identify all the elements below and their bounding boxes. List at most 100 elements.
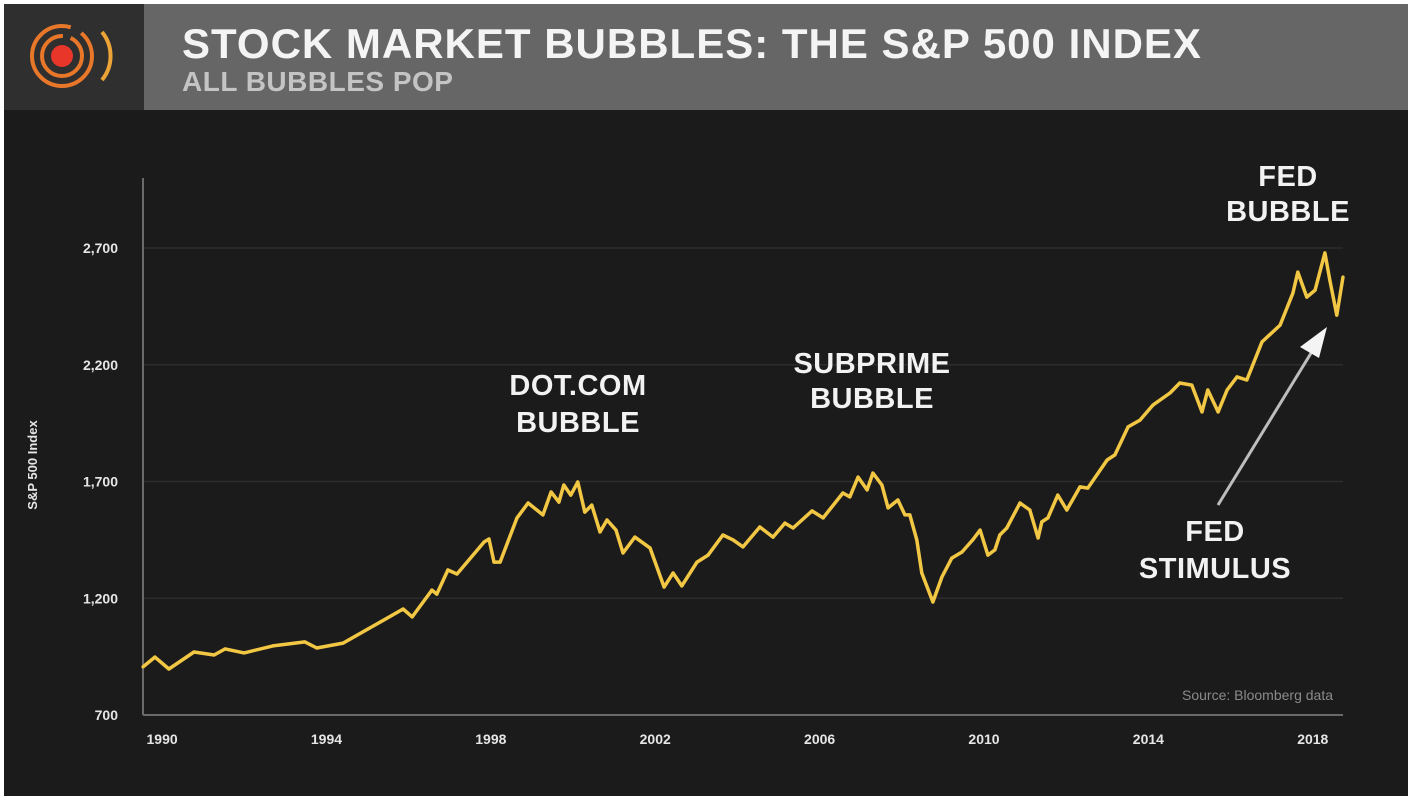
data-point: [671, 571, 675, 575]
data-point: [153, 655, 157, 659]
data-point: [1040, 520, 1044, 524]
data-point: [856, 475, 860, 479]
data-point: [435, 592, 439, 596]
data-point: [212, 653, 216, 657]
x-tick-label: 2014: [1133, 731, 1164, 747]
data-point: [978, 528, 982, 532]
data-point: [1216, 410, 1220, 414]
data-point: [1190, 383, 1194, 387]
data-point: [242, 651, 246, 655]
data-point: [315, 646, 319, 650]
annotation-dotcom-line1: DOT.COM: [509, 370, 646, 402]
annotation-subprime-line2: BUBBLE: [810, 383, 934, 415]
data-point: [848, 495, 852, 499]
x-tick-label: 1994: [311, 731, 342, 747]
data-point: [410, 615, 414, 619]
data-point: [167, 667, 171, 671]
data-point: [1206, 388, 1210, 392]
data-point: [1078, 485, 1082, 489]
data-point: [1291, 291, 1295, 295]
y-tick-label: 1,700: [83, 474, 118, 490]
data-point: [1225, 388, 1229, 392]
x-tick-label: 2018: [1297, 731, 1328, 747]
data-point: [810, 509, 814, 513]
data-point: [993, 548, 997, 552]
data-point: [940, 575, 944, 579]
y-axis-label: S&P 500 Index: [25, 420, 40, 510]
data-point: [141, 665, 145, 669]
data-point: [1113, 453, 1117, 457]
data-point: [1178, 381, 1182, 385]
data-point: [1323, 251, 1327, 255]
data-point: [706, 553, 710, 557]
data-point: [1105, 458, 1109, 462]
data-point: [562, 483, 566, 487]
series-line-sp500: [141, 251, 1345, 671]
data-point: [341, 641, 345, 645]
data-point: [695, 560, 699, 564]
data-point: [487, 537, 491, 541]
data-point: [455, 572, 459, 576]
annotation-dotcom-line2: BUBBLE: [516, 407, 640, 439]
data-point: [903, 513, 907, 517]
data-point: [960, 550, 964, 554]
data-point: [1086, 486, 1090, 490]
data-point: [880, 483, 884, 487]
arrow-icon: [1216, 327, 1327, 506]
data-point: [1018, 501, 1022, 505]
data-point: [1151, 403, 1155, 407]
data-point: [741, 545, 745, 549]
data-point: [886, 506, 890, 510]
annotation-subprime-line1: SUBPRIME: [793, 348, 950, 380]
data-point: [583, 510, 587, 514]
data-point: [648, 546, 652, 550]
data-point: [731, 538, 735, 542]
data-point: [1245, 378, 1249, 382]
source-note: Source: Bloomberg data: [1182, 687, 1333, 703]
data-point: [303, 640, 307, 644]
data-point: [271, 644, 275, 648]
data-point: [721, 533, 725, 537]
data-point: [971, 538, 975, 542]
y-tick-label: 1,200: [83, 590, 118, 606]
chart-frame: STOCK MARKET BUBBLES: THE S&P 500 INDEX …: [4, 4, 1408, 796]
annotation-fed-stimulus-line2: STIMULUS: [1139, 553, 1291, 585]
x-tick-label: 1998: [475, 731, 506, 747]
data-point: [590, 503, 594, 507]
data-point: [633, 535, 637, 539]
data-point: [758, 525, 762, 529]
data-point: [931, 600, 935, 604]
data-point: [920, 571, 924, 575]
data-point: [223, 647, 227, 651]
data-point: [598, 530, 602, 534]
annotation-fed-bubble-line2: BUBBLE: [1226, 196, 1350, 228]
data-point: [662, 585, 666, 589]
data-point: [515, 516, 519, 520]
data-point: [1341, 275, 1345, 279]
data-point: [614, 528, 618, 532]
data-point: [1260, 340, 1264, 344]
data-point: [430, 588, 434, 592]
data-point: [401, 607, 405, 611]
data-point: [865, 488, 869, 492]
annotation-fed-bubble-line1: FED: [1258, 161, 1318, 193]
data-point: [986, 553, 990, 557]
data-point: [1036, 536, 1040, 540]
data-point: [915, 538, 919, 542]
data-point: [1235, 375, 1239, 379]
data-point: [1168, 391, 1172, 395]
x-tick-label: 1990: [147, 731, 178, 747]
data-point: [1005, 526, 1009, 530]
chart-subtitle: ALL BUBBLES POP: [182, 66, 454, 97]
data-point: [549, 490, 553, 494]
data-point: [841, 491, 845, 495]
data-point: [192, 650, 196, 654]
data-point: [378, 620, 382, 624]
data-point: [1065, 508, 1069, 512]
data-point: [1335, 313, 1339, 317]
data-point: [1028, 508, 1032, 512]
data-point: [1138, 418, 1142, 422]
data-point: [605, 518, 609, 522]
data-point: [621, 551, 625, 555]
